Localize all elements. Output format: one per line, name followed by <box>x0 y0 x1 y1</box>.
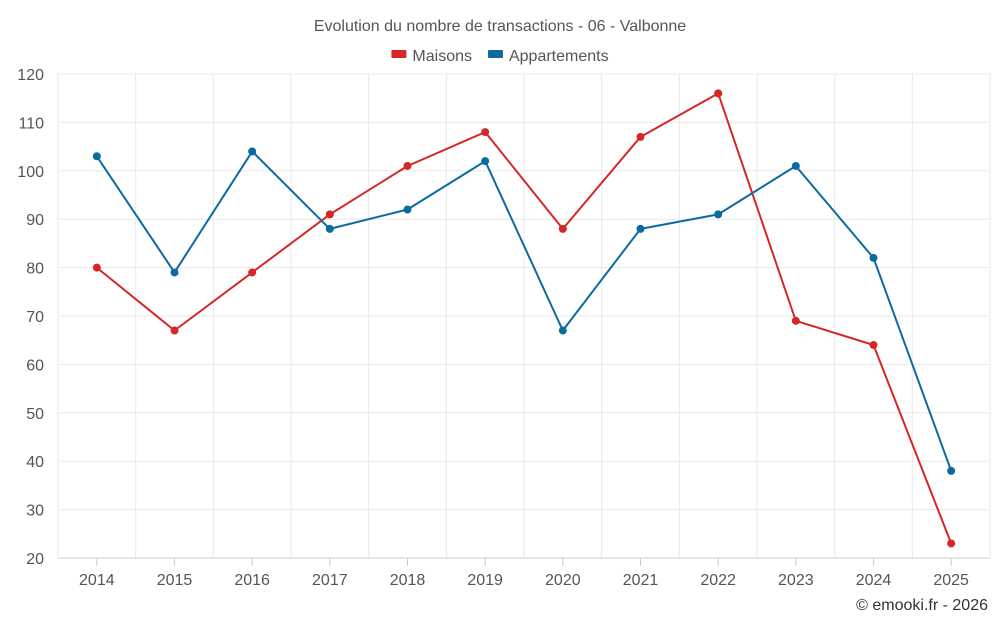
x-tick-label: 2019 <box>467 572 503 589</box>
legend-label: Appartements <box>509 48 609 65</box>
x-tick-label: 2022 <box>700 572 736 589</box>
data-point-appartements[interactable] <box>248 147 257 156</box>
x-tick-label: 2025 <box>933 572 969 589</box>
x-tick-label: 2018 <box>390 572 426 589</box>
data-point-maisons[interactable] <box>170 326 179 335</box>
y-tick-label: 70 <box>26 309 44 326</box>
data-point-appartements[interactable] <box>791 161 800 170</box>
data-point-appartements[interactable] <box>481 157 490 166</box>
data-point-maisons[interactable] <box>947 539 956 548</box>
y-tick-label: 30 <box>26 503 44 520</box>
data-point-maisons[interactable] <box>791 316 800 325</box>
data-point-maisons[interactable] <box>248 268 257 277</box>
data-point-maisons[interactable] <box>636 132 645 141</box>
y-tick-label: 20 <box>26 551 44 568</box>
data-point-appartements[interactable] <box>869 253 878 262</box>
data-point-maisons[interactable] <box>714 89 723 98</box>
y-tick-label: 120 <box>17 67 44 84</box>
data-point-appartements[interactable] <box>170 268 179 277</box>
data-point-maisons[interactable] <box>92 263 101 272</box>
legend-swatch <box>391 50 407 58</box>
y-tick-label: 60 <box>26 357 44 374</box>
series-layer <box>92 89 956 548</box>
y-axis-ticks: 20 30 40 50 60 70 80 90 100 110 120 <box>17 67 44 568</box>
data-point-appartements[interactable] <box>636 224 645 233</box>
data-point-maisons[interactable] <box>403 161 412 170</box>
x-tick-label: 2014 <box>79 572 115 589</box>
data-point-appartements[interactable] <box>714 210 723 219</box>
legend-swatch <box>487 50 503 58</box>
data-point-maisons[interactable] <box>558 224 567 233</box>
data-point-maisons[interactable] <box>869 341 878 350</box>
series-maisons <box>92 89 956 548</box>
legend-item-maisons[interactable]: Maisons <box>391 48 472 65</box>
y-tick-label: 110 <box>18 115 44 132</box>
series-line-appartements <box>95 150 953 472</box>
data-point-appartements[interactable] <box>947 466 956 475</box>
y-tick-label: 40 <box>26 454 44 471</box>
legend-item-appartements[interactable]: Appartements <box>487 48 609 65</box>
credit-text: © emooki.fr - 2026 <box>856 597 988 614</box>
data-point-appartements[interactable] <box>558 326 567 335</box>
chart-title: Evolution du nombre de transactions - 06… <box>314 18 686 35</box>
x-tick-label: 2021 <box>623 572 659 589</box>
x-axis-ticks: 2014 2015 2016 2017 2018 2019 2020 2021 2022 2023… <box>79 558 969 589</box>
y-tick-label: 80 <box>26 261 44 278</box>
y-tick-label: 50 <box>26 406 44 423</box>
y-tick-label: 100 <box>17 164 44 181</box>
x-tick-label: 2024 <box>856 572 892 589</box>
x-tick-label: 2020 <box>545 572 581 589</box>
x-tick-label: 2016 <box>234 572 270 589</box>
data-point-maisons[interactable] <box>481 128 490 137</box>
series-line-maisons <box>96 92 953 544</box>
data-point-appartements[interactable] <box>92 152 101 161</box>
legend: Maisons Appartements <box>391 48 609 65</box>
data-point-appartements[interactable] <box>403 205 412 214</box>
x-tick-label: 2015 <box>157 572 193 589</box>
x-tick-label: 2023 <box>778 572 814 589</box>
data-point-maisons[interactable] <box>325 210 334 219</box>
series-appartements <box>92 147 956 475</box>
y-tick-label: 90 <box>26 212 44 229</box>
x-tick-label: 2017 <box>312 572 348 589</box>
data-point-appartements[interactable] <box>325 224 334 233</box>
legend-label: Maisons <box>412 48 472 65</box>
